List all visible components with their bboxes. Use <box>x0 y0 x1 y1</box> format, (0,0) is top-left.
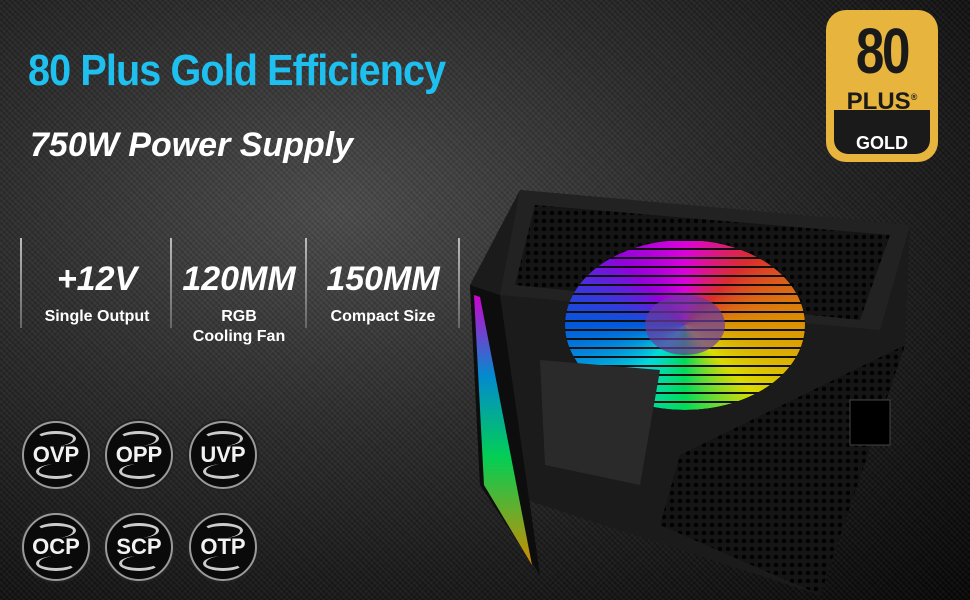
feature-label: RGB Cooling Fan <box>192 308 286 345</box>
feature-value: 120MM <box>182 260 296 298</box>
logo-reg: ® <box>910 92 918 102</box>
badge-ocp: OCP <box>22 513 90 581</box>
badge-uvp: UVP <box>189 421 257 489</box>
headline: 80 Plus Gold Efficiency <box>28 46 446 95</box>
badge-ovp: OVP <box>22 421 90 489</box>
subtitle: 750W Power Supply <box>30 126 354 164</box>
divider <box>170 238 172 328</box>
divider <box>458 238 460 328</box>
feature-label: Compact Size <box>330 308 436 325</box>
logo-tier: GOLD <box>856 133 908 153</box>
power-supply-image <box>470 190 910 595</box>
feature-label: Single Output <box>44 308 150 325</box>
badge-otp: OTP <box>189 513 257 581</box>
logo-plus: PLUS <box>846 88 911 115</box>
feature-fan: 120MM RGB Cooling Fan <box>174 238 304 345</box>
feature-12v: +12V Single Output <box>24 238 170 328</box>
badge-opp: OPP <box>105 421 173 489</box>
80-plus-gold-logo: 80 PLUS® GOLD <box>826 10 938 162</box>
divider <box>305 238 307 328</box>
logo-number: 80 <box>855 15 911 87</box>
badge-scp: SCP <box>105 513 173 581</box>
feature-value: +12V <box>56 260 138 298</box>
divider <box>20 238 22 328</box>
feature-size: 150MM Compact Size <box>309 238 457 328</box>
feature-value: 150MM <box>326 260 440 298</box>
